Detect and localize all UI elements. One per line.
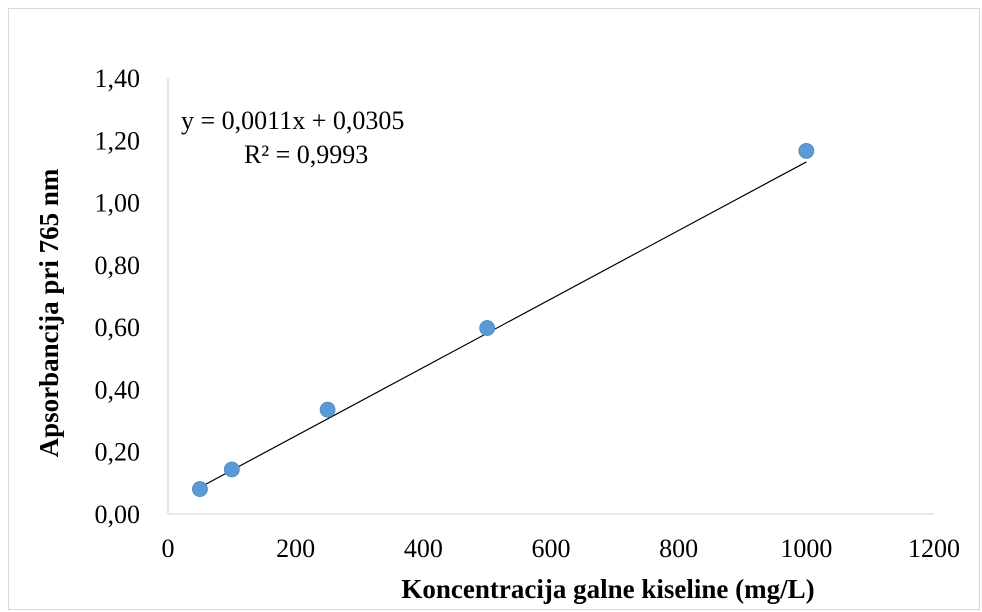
data-point: [319, 401, 336, 418]
trendline-r-squared: R² = 0,9993: [244, 140, 368, 169]
y-tick-label: 0,80: [95, 251, 141, 280]
y-tick-label: 1,00: [95, 189, 141, 218]
x-tick-label: 0: [162, 534, 175, 563]
y-tick-label: 0,60: [95, 313, 141, 342]
x-tick-label: 400: [404, 534, 443, 563]
axes: [167, 78, 934, 515]
data-point: [192, 481, 208, 497]
x-tick-label: 800: [659, 534, 698, 563]
y-tick-labels: 0,00 0,20 0,40 0,60 0,80 1,00 1,20 1,40: [95, 64, 141, 529]
data-point: [223, 461, 240, 478]
x-tick-label: 1200: [908, 534, 960, 563]
y-tick-label: 0,20: [95, 438, 141, 467]
y-axis-title: Apsorbancija pri 765 nm: [34, 168, 64, 457]
data-point: [798, 142, 815, 159]
chart-area: [8, 8, 980, 610]
y-tick-label: 1,20: [95, 126, 141, 155]
trendline: [199, 161, 807, 488]
trendline-equation: y = 0,0011x + 0,0305: [181, 106, 404, 135]
data-points: [192, 142, 815, 497]
x-tick-label: 1000: [780, 534, 832, 563]
trendline-layer: [199, 161, 807, 488]
data-point: [479, 320, 496, 336]
y-tick-label: 0,00: [95, 500, 141, 529]
x-tick-labels: 0 200 400 600 800 1000 1200: [162, 534, 961, 563]
x-tick-label: 600: [532, 534, 571, 563]
x-tick-label: 200: [276, 534, 315, 563]
y-tick-label: 0,40: [95, 375, 141, 404]
y-tick-label: 1,40: [95, 64, 141, 93]
x-axis-title: Koncentracija galne kiseline (mg/L): [401, 574, 814, 604]
